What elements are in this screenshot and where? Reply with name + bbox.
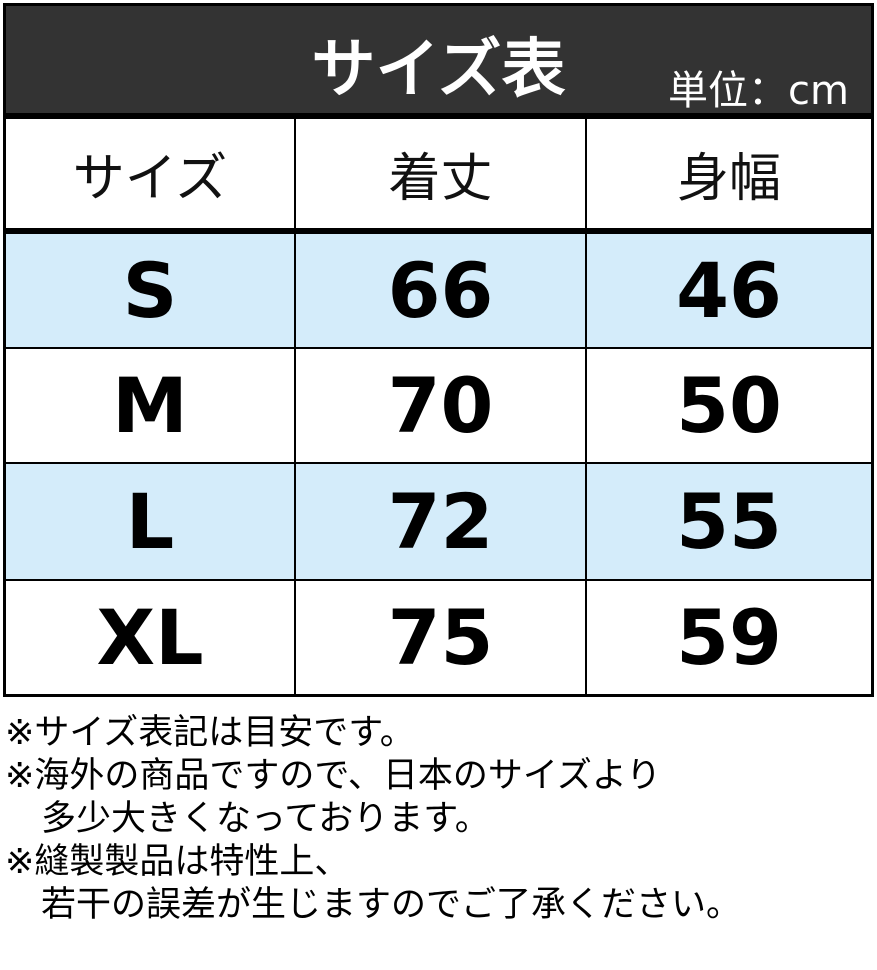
table-row: L 72 55 [6,464,871,581]
table-row: S 66 46 [6,234,871,349]
size-cell: S [6,234,296,347]
table-row: XL 75 59 [6,581,871,694]
size-table: サイズ表 単位：cm サイズ 着丈 身幅 S 66 46 M 70 50 L 7… [3,3,874,697]
note-line: ※海外の商品ですので、日本のサイズより [5,756,662,796]
size-cell: XL [6,581,296,694]
note-line: 多少大きくなっております。 [41,799,490,839]
column-header: 着丈 [296,119,587,228]
width-cell: 55 [676,477,782,566]
column-header: 身幅 [676,149,781,209]
width-cell: 50 [676,361,782,450]
notes: ※サイズ表記は目安です。 ※海外の商品ですので、日本のサイズより 多少大きくなっ… [5,712,741,927]
length-cell: 72 [296,464,587,579]
length-cell: 75 [296,581,587,694]
length-cell: 66 [296,234,587,347]
column-header: サイズ [6,119,296,228]
table-title: サイズ表 [311,33,566,107]
width-cell: 59 [676,593,782,682]
table-title-bar: サイズ表 単位：cm [6,6,871,119]
size-cell: L [6,464,296,579]
note-line: 若干の誤差が生じますのでご了承ください。 [41,885,742,925]
size-cell: M [6,349,296,462]
note-line: ※縫製製品は特性上、 [5,842,350,882]
table-row: M 70 50 [6,349,871,464]
unit-label: 単位：cm [668,68,849,114]
note-line: ※サイズ表記は目安です。 [5,713,415,753]
length-cell: 70 [296,349,587,462]
header-row: サイズ 着丈 身幅 [6,119,871,234]
width-cell: 46 [676,246,782,335]
